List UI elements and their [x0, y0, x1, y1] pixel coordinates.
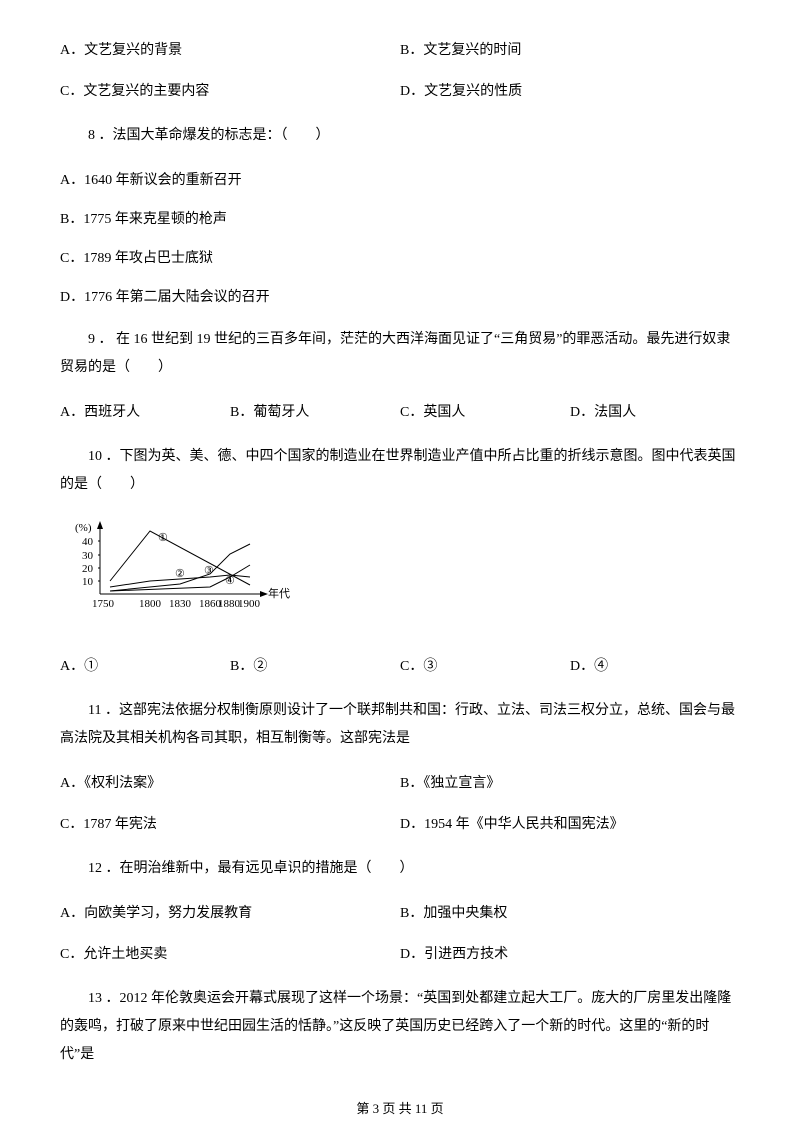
option-c: C．③ — [400, 656, 570, 677]
q8-option-a: A．1640 年新议会的重新召开 — [60, 170, 740, 191]
q7-options-row2: C．文艺复兴的主要内容 D．文艺复兴的性质 — [60, 81, 740, 102]
xtick-1900: 1900 — [238, 598, 261, 610]
ytick-10: 10 — [82, 576, 94, 588]
option-a: A．《权利法案》 — [60, 773, 400, 794]
q8-stem: 8 ．法国大革命爆发的标志是：（ ） — [60, 122, 740, 150]
option-d: D．引进西方技术 — [400, 944, 740, 965]
y-axis-arrow — [97, 521, 103, 529]
page-footer: 第 3 页 共 11 页 — [60, 1099, 740, 1119]
ytick-30: 30 — [82, 550, 94, 562]
q10-options: A．① B．② C．③ D．④ — [60, 656, 740, 677]
q11-stem: 11 ．这部宪法依据分权制衡原则设计了一个联邦制共和国：行政、立法、司法三权分立… — [60, 697, 740, 753]
option-d: D．④ — [570, 656, 740, 677]
option-c: C．1787 年宪法 — [60, 814, 400, 835]
series-label-3: ③ — [204, 565, 214, 577]
q9-options: A．西班牙人 B．葡萄牙人 C．英国人 D．法国人 — [60, 402, 740, 423]
q11-options-row2: C．1787 年宪法 D．1954 年《中华人民共和国宪法》 — [60, 814, 740, 835]
option-a: A．西班牙人 — [60, 402, 230, 423]
q7-options-row1: A．文艺复兴的背景 B．文艺复兴的时间 — [60, 40, 740, 61]
xtick-1800: 1800 — [139, 598, 162, 610]
y-label: (%) — [75, 522, 92, 534]
x-label: 年代 — [268, 586, 290, 600]
series-label-1: ① — [158, 532, 168, 544]
line-chart: (%) 40 30 20 10 1750 1800 1830 1860 1880… — [60, 519, 740, 636]
q8-option-c: C．1789 年攻占巴士底狱 — [60, 248, 740, 269]
option-d: D．法国人 — [570, 402, 740, 423]
page-content: A．文艺复兴的背景 B．文艺复兴的时间 C．文艺复兴的主要内容 D．文艺复兴的性… — [0, 0, 800, 1139]
option-d: D．文艺复兴的性质 — [400, 81, 740, 102]
q12-stem: 12 ．在明治维新中，最有远见卓识的措施是（ ） — [60, 855, 740, 883]
x-axis-arrow — [260, 591, 268, 597]
option-b: B．加强中央集权 — [400, 903, 740, 924]
option-b: B．《独立宣言》 — [400, 773, 740, 794]
ytick-40: 40 — [82, 536, 94, 548]
xtick-1830: 1830 — [169, 598, 192, 610]
option-a: A．文艺复兴的背景 — [60, 40, 400, 61]
ytick-20: 20 — [82, 563, 94, 575]
option-a: A．向欧美学习，努力发展教育 — [60, 903, 400, 924]
option-a: A．① — [60, 656, 230, 677]
option-c: C．英国人 — [400, 402, 570, 423]
option-b: B．文艺复兴的时间 — [400, 40, 740, 61]
series-label-4: ④ — [225, 575, 235, 587]
series-label-2: ② — [175, 568, 185, 580]
option-b: B．葡萄牙人 — [230, 402, 400, 423]
q11-options-row1: A．《权利法案》 B．《独立宣言》 — [60, 773, 740, 794]
q8-option-d: D．1776 年第二届大陆会议的召开 — [60, 287, 740, 308]
q12-options-row2: C．允许土地买卖 D．引进西方技术 — [60, 944, 740, 965]
q10-stem: 10 ．下图为英、美、德、中四个国家的制造业在世界制造业产值中所占比重的折线示意… — [60, 443, 740, 499]
q13-stem: 13 ．2012 年伦敦奥运会开幕式展现了这样一个场景：“英国到处都建立起大工厂… — [60, 985, 740, 1069]
q8-option-b: B．1775 年来克星顿的枪声 — [60, 209, 740, 230]
option-d: D．1954 年《中华人民共和国宪法》 — [400, 814, 740, 835]
q12-options-row1: A．向欧美学习，努力发展教育 B．加强中央集权 — [60, 903, 740, 924]
option-c: C．文艺复兴的主要内容 — [60, 81, 400, 102]
option-c: C．允许土地买卖 — [60, 944, 400, 965]
chart-svg: (%) 40 30 20 10 1750 1800 1830 1860 1880… — [70, 519, 300, 629]
xtick-1750: 1750 — [92, 598, 115, 610]
q9-stem: 9 ． 在 16 世纪到 19 世纪的三百多年间，茫茫的大西洋海面见证了“三角贸… — [60, 326, 740, 382]
option-b: B．② — [230, 656, 400, 677]
